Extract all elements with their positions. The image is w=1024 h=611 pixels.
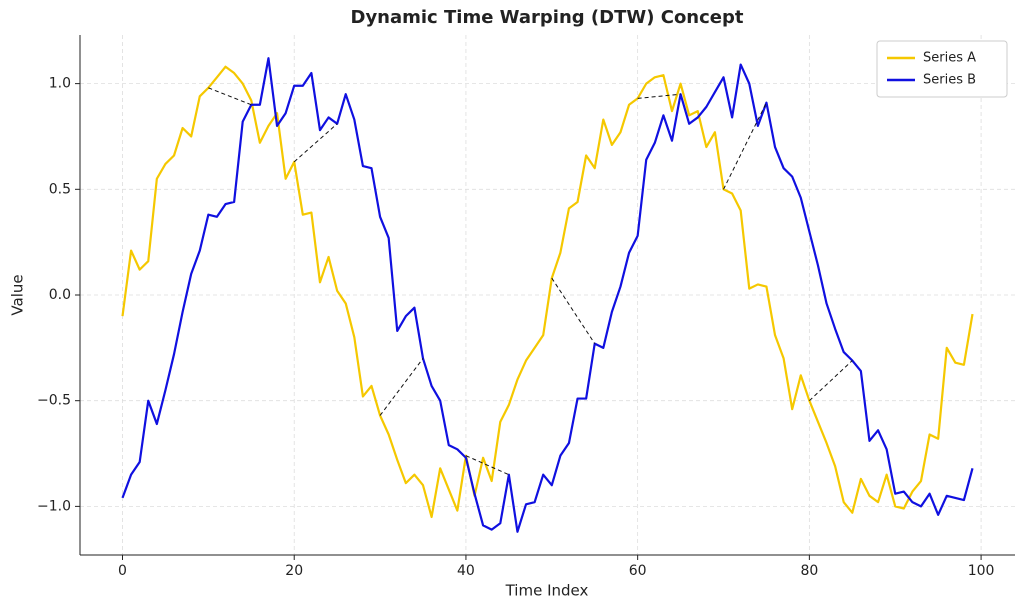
- y-tick-label: 0.0: [49, 287, 71, 303]
- alignment-line: [809, 360, 853, 402]
- x-tick-label: 100: [968, 563, 995, 579]
- alignment-line: [723, 102, 767, 190]
- y-tick-label: −0.5: [37, 393, 71, 409]
- alignment-line: [208, 87, 252, 106]
- x-tick-label: 40: [457, 563, 475, 579]
- chart-title: Dynamic Time Warping (DTW) Concept: [351, 7, 744, 28]
- alignment-line: [379, 358, 424, 416]
- legend-label: Series B: [923, 73, 976, 88]
- legend-label: Series A: [923, 51, 976, 66]
- y-axis-label: Value: [9, 274, 27, 315]
- x-tick-label: 80: [800, 563, 818, 579]
- alignment-line: [293, 123, 338, 163]
- x-tick-label: 0: [118, 563, 127, 579]
- alignment-line: [551, 277, 596, 344]
- y-tick-label: 1.0: [49, 76, 71, 92]
- alignment-line: [465, 455, 510, 476]
- alignment-line: [637, 93, 681, 99]
- x-tick-label: 60: [629, 563, 647, 579]
- y-tick-label: −1.0: [37, 498, 71, 514]
- x-tick-label: 20: [285, 563, 303, 579]
- series-line: [121, 65, 974, 519]
- legend-box: [876, 40, 1008, 98]
- y-tick-label: 0.5: [49, 181, 71, 197]
- series-line: [121, 57, 974, 533]
- x-axis-label: Time Index: [505, 582, 589, 600]
